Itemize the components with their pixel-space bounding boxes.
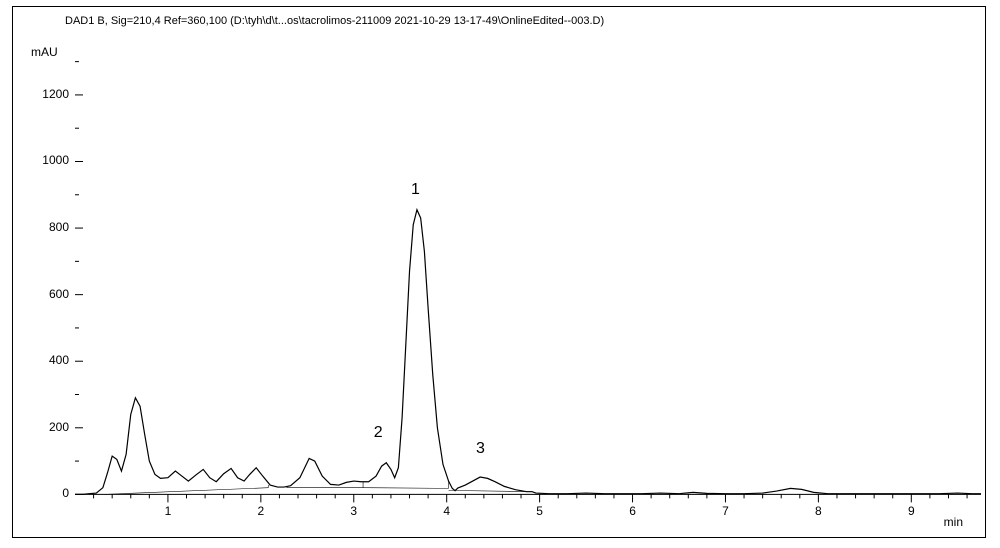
x-tick-label: 4 (432, 504, 462, 518)
x-tick-label: 2 (246, 504, 276, 518)
y-tick-label: 800 (29, 220, 69, 234)
x-tick-label: 8 (803, 504, 833, 518)
y-tick-label: 1200 (29, 87, 69, 101)
chart-frame: DAD1 B, Sig=210,4 Ref=360,100 (D:\tyh\d\… (12, 6, 986, 538)
x-tick-label: 6 (618, 504, 648, 518)
y-axis-label: mAU (31, 45, 58, 59)
peak-label: 2 (374, 424, 383, 442)
x-tick-label: 9 (896, 504, 926, 518)
x-tick-label: 3 (339, 504, 369, 518)
y-tick-label: 400 (29, 353, 69, 367)
x-tick-label: 5 (525, 504, 555, 518)
peak-label: 1 (411, 181, 420, 199)
y-tick-label: 1000 (29, 153, 69, 167)
y-tick-label: 600 (29, 287, 69, 301)
x-tick-label: 7 (710, 504, 740, 518)
chromatogram-svg (75, 35, 981, 521)
peak-label: 3 (476, 440, 485, 458)
x-tick-label: 1 (153, 504, 183, 518)
y-tick-label: 200 (29, 420, 69, 434)
plot-area (75, 35, 981, 521)
chart-header: DAD1 B, Sig=210,4 Ref=360,100 (D:\tyh\d\… (65, 15, 604, 27)
y-tick-label: 0 (29, 486, 69, 500)
